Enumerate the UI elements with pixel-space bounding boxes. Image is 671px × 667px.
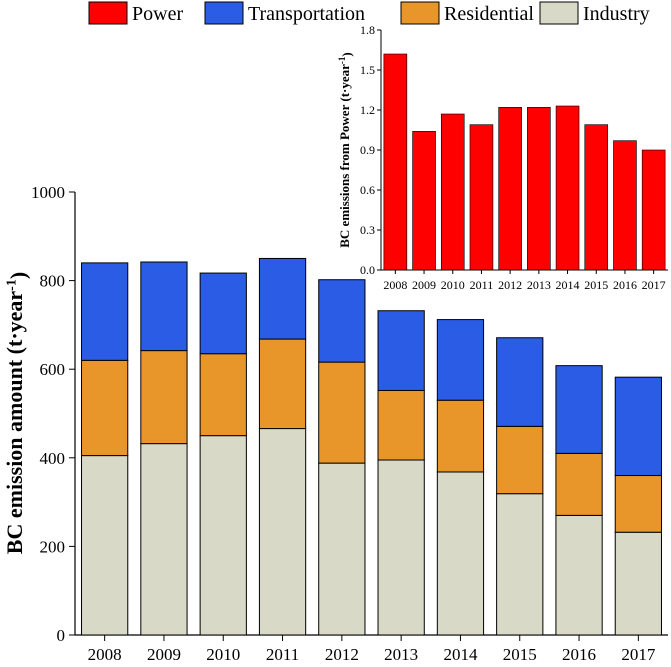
bar-industry-2011 <box>258 428 307 636</box>
bar-industry-2012 <box>318 462 366 636</box>
bar-residential-2012 <box>318 361 366 464</box>
inset-y-tick-label: 1.8 <box>360 23 375 37</box>
bar-transportation-2008 <box>81 262 129 361</box>
bar-industry-2009 <box>140 443 188 636</box>
legend-label-residential: Residential <box>444 3 534 25</box>
y-tick-label: 400 <box>40 449 66 468</box>
main-stacked-bar-chart: 0 200 400 600 800 1000 2008 2009 2010 2011 2012 201… <box>2 183 668 664</box>
bar-industry-2017 <box>614 531 662 636</box>
x-tick-label: 2008 <box>88 645 122 664</box>
inset-x-tick-label: 2009 <box>412 278 436 292</box>
bar-transportation-2014 <box>436 319 485 401</box>
x-tick-label: 2009 <box>147 645 181 664</box>
bar-transportation-2017 <box>614 376 662 477</box>
x-tick-label: 2010 <box>206 645 240 664</box>
bar-transportation-2012 <box>318 279 366 363</box>
x-tick-label: 2016 <box>562 645 596 664</box>
bar-residential-2009 <box>140 350 188 445</box>
inset-x-tick-label: 2010 <box>441 278 465 292</box>
inset-y-tick-label: 0.0 <box>360 263 375 277</box>
legend-swatch-residential <box>400 1 440 25</box>
bar-residential-2015 <box>496 425 544 495</box>
inset-y-tick-label: 1.2 <box>360 103 375 117</box>
inset-bar-power-2009 <box>412 131 436 271</box>
inset-x-tick-label: 2017 <box>642 278 666 292</box>
x-tick-label: 2014 <box>443 645 478 664</box>
bar-transportation-2010 <box>199 272 247 355</box>
bar-transportation-2015 <box>496 337 544 427</box>
legend: Power Transportation Residential Industry <box>88 1 650 25</box>
x-tick-label: 2015 <box>503 645 537 664</box>
inset-y-tick-label: 0.6 <box>360 183 375 197</box>
inset-bar-power-2015 <box>584 124 609 271</box>
y-tick-label: 1000 <box>31 183 65 202</box>
x-tick-label: 2012 <box>325 645 359 664</box>
bar-residential-2011 <box>258 338 307 430</box>
bar-residential-2010 <box>199 353 247 437</box>
inset-bar-power-2017 <box>641 149 666 271</box>
inset-x-tick-label: 2013 <box>527 278 551 292</box>
bar-residential-2008 <box>81 359 129 457</box>
inset-x-tick-label: 2016 <box>613 278 637 292</box>
bar-transportation-2011 <box>258 257 307 340</box>
bar-industry-2015 <box>496 493 544 636</box>
y-tick-label: 200 <box>40 537 66 556</box>
legend-swatch-industry <box>539 1 579 25</box>
legend-label-power: Power <box>132 3 183 25</box>
legend-swatch-power <box>88 1 128 25</box>
inset-bar-power-2011 <box>469 124 494 271</box>
inset-bar-power-2010 <box>440 113 465 271</box>
inset-y-tick-label: 0.3 <box>360 223 375 237</box>
y-tick-label: 800 <box>40 272 66 291</box>
y-tick-label: 600 <box>40 360 66 379</box>
legend-swatch-transportation <box>204 1 244 25</box>
bar-residential-2016 <box>555 452 603 516</box>
x-tick-label: 2011 <box>266 645 299 664</box>
bar-transportation-2013 <box>377 310 425 391</box>
bar-industry-2016 <box>555 514 603 636</box>
bar-residential-2013 <box>377 389 425 461</box>
inset-bar-power-2013 <box>527 107 551 271</box>
legend-label-industry: Industry <box>583 3 650 25</box>
inset-x-tick-label: 2011 <box>470 278 494 292</box>
inset-y-axis-label: BC emissions from Power (t·year-1) <box>337 52 354 248</box>
inset-power-bar-chart: 0.0 0.3 0.6 0.9 1.2 1.5 1.8 2008 2009 2010 2011 201… <box>337 23 670 308</box>
inset-y-tick-label: 0.9 <box>360 143 375 157</box>
legend-label-transportation: Transportation <box>248 3 365 25</box>
inset-bar-power-2012 <box>498 107 522 271</box>
inset-bar-power-2008 <box>383 53 408 271</box>
inset-bar-power-2016 <box>613 140 637 271</box>
x-tick-label: 2013 <box>384 645 418 664</box>
inset-x-tick-label: 2012 <box>498 278 522 292</box>
inset-x-tick-label: 2014 <box>556 278 580 292</box>
bar-industry-2014 <box>436 471 485 636</box>
bar-transportation-2009 <box>140 261 188 352</box>
inset-x-tick-label: 2015 <box>584 278 608 292</box>
bar-industry-2008 <box>81 455 129 636</box>
bar-transportation-2016 <box>555 365 603 454</box>
bar-residential-2014 <box>436 399 485 473</box>
bar-industry-2010 <box>199 435 247 636</box>
y-tick-label: 0 <box>57 626 66 645</box>
inset-y-tick-label: 1.5 <box>360 63 375 77</box>
bar-residential-2017 <box>614 475 662 533</box>
inset-bar-power-2014 <box>555 105 580 271</box>
y-axis-label: BC emission amount (t·year-1) <box>2 272 31 554</box>
x-tick-label: 2017 <box>621 645 656 664</box>
inset-x-tick-label: 2008 <box>383 278 407 292</box>
bar-industry-2013 <box>377 459 425 636</box>
